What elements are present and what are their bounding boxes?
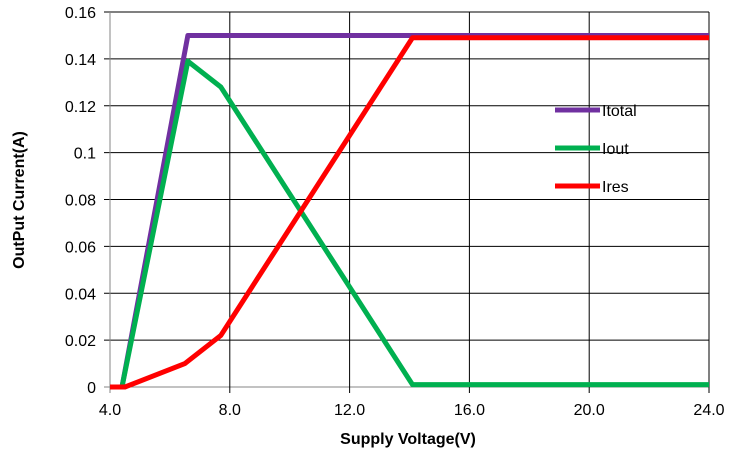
y-tick-label: 0.14 [65, 52, 96, 69]
tick-labels: 0 0.02 0.04 0.06 0.08 0.1 0.12 0.14 0.16 4.0 8.0 12… [65, 5, 725, 419]
x-tick-label: 20.0 [574, 402, 605, 419]
x-tick-label: 4.0 [99, 402, 121, 419]
legend-label: Ires [602, 179, 629, 196]
x-tick-label: 16.0 [454, 402, 485, 419]
series-lines [110, 32, 709, 390]
series-line-iout [119, 58, 709, 388]
legend-label: Itotal [602, 103, 637, 120]
series-line-ires [110, 35, 709, 390]
y-tick-label: 0.1 [74, 146, 96, 163]
legend-label: Iout [602, 141, 629, 158]
legend: Itotal Iout Ires [555, 103, 637, 196]
y-tick-label: 0.08 [65, 193, 96, 210]
x-tick-label: 8.0 [219, 402, 241, 419]
x-tick-label: 24.0 [693, 402, 724, 419]
y-tick-label: 0.16 [65, 5, 96, 22]
x-tick-label: 12.0 [334, 402, 365, 419]
x-axis-label: Supply Voltage(V) [340, 431, 476, 448]
y-tick-label: 0.02 [65, 333, 96, 350]
y-tick-label: 0 [87, 380, 96, 397]
y-tick-label: 0.06 [65, 239, 96, 256]
y-tick-label: 0.04 [65, 286, 96, 303]
gridlines [104, 11, 710, 393]
y-tick-label: 0.12 [65, 99, 96, 116]
series-line-itotal [119, 32, 709, 388]
y-axis-label: OutPut Current(A) [11, 131, 28, 269]
